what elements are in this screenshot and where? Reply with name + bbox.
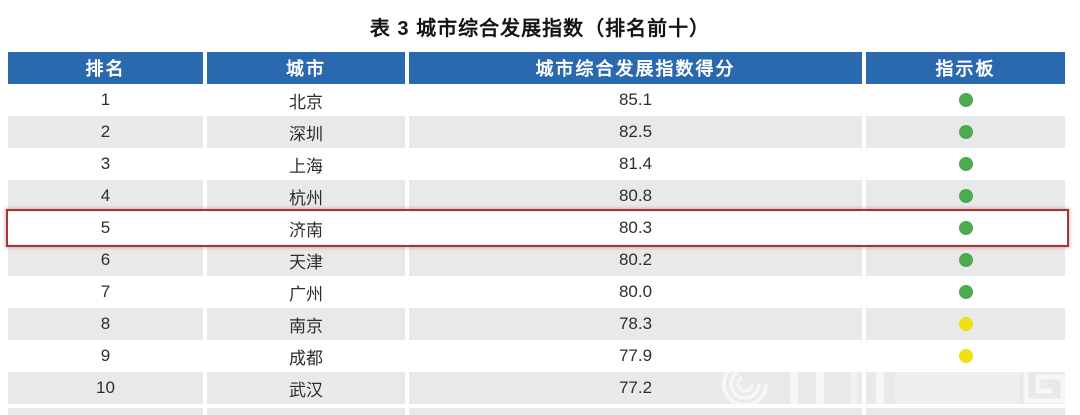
cell-score: 80.8 (409, 180, 862, 212)
green-dot-icon (958, 285, 973, 299)
green-dot-icon (958, 157, 973, 171)
cell-city: 杭州 (207, 180, 405, 212)
table-row: 8 南京 78.3 (8, 308, 1065, 340)
cell-city: 上海 (207, 148, 405, 180)
green-dot-icon (958, 125, 973, 139)
cell-score: 80.2 (409, 244, 862, 276)
cell-city: 深圳 (207, 116, 405, 148)
green-dot-icon (958, 221, 973, 235)
cell-city: 武汉 (207, 372, 405, 404)
cutoff-next-row (8, 408, 1065, 415)
table-row: 2 深圳 82.5 (8, 116, 1065, 148)
cell-score: 82.5 (409, 116, 862, 148)
cell-indicator (866, 340, 1065, 372)
cell-city: 南京 (207, 308, 405, 340)
cell-indicator (866, 84, 1065, 116)
cutoff-cell (409, 408, 862, 415)
yellow-dot-icon (958, 317, 973, 331)
cell-city: 济南 (207, 212, 405, 244)
yellow-dot-icon (958, 349, 973, 363)
cell-city: 北京 (207, 84, 405, 116)
table-row: 7 广州 80.0 (8, 276, 1065, 308)
header-score: 城市综合发展指数得分 (409, 52, 862, 84)
header-rank: 排名 (8, 52, 203, 84)
cell-city: 天津 (207, 244, 405, 276)
cell-city: 成都 (207, 340, 405, 372)
cell-rank: 1 (8, 84, 203, 116)
green-dot-icon (958, 93, 973, 107)
table-row: 6 天津 80.2 (8, 244, 1065, 276)
table-row: 10 武汉 77.2 (8, 372, 1065, 404)
table-row: 5 济南 80.3 (8, 212, 1065, 244)
green-dot-icon (958, 253, 973, 267)
cell-rank: 4 (8, 180, 203, 212)
cell-score: 78.3 (409, 308, 862, 340)
cell-rank: 10 (8, 372, 203, 404)
green-dot-icon (958, 189, 973, 203)
cell-rank: 6 (8, 244, 203, 276)
cell-indicator (866, 116, 1065, 148)
header-city: 城市 (207, 52, 405, 84)
cell-rank: 2 (8, 116, 203, 148)
table-body: 1 北京 85.1 2 深圳 82.5 3 上海 81.4 4 杭州 80.8 5 济南 80.3 6 天津 80… (8, 84, 1065, 404)
cell-score: 81.4 (409, 148, 862, 180)
cell-indicator (866, 148, 1065, 180)
cell-indicator (866, 212, 1065, 244)
cell-indicator (866, 372, 1065, 404)
cell-score: 80.3 (409, 212, 862, 244)
table-row: 4 杭州 80.8 (8, 180, 1065, 212)
cell-indicator (866, 308, 1065, 340)
cell-rank: 8 (8, 308, 203, 340)
table-header-row: 排名 城市 城市综合发展指数得分 指示板 (8, 52, 1065, 84)
cell-rank: 7 (8, 276, 203, 308)
cell-score: 80.0 (409, 276, 862, 308)
cell-indicator (866, 180, 1065, 212)
ranking-table: 排名 城市 城市综合发展指数得分 指示板 1 北京 85.1 2 深圳 82.5 3 上海 81… (6, 52, 1069, 415)
header-indicator: 指示板 (866, 52, 1065, 84)
cell-rank: 9 (8, 340, 203, 372)
cell-city: 广州 (207, 276, 405, 308)
cell-score: 77.2 (409, 372, 862, 404)
cutoff-cell (866, 408, 1065, 415)
cell-score: 85.1 (409, 84, 862, 116)
table-row: 1 北京 85.1 (8, 84, 1065, 116)
cell-indicator (866, 244, 1065, 276)
table-row: 9 成都 77.9 (8, 340, 1065, 372)
cell-rank: 5 (8, 212, 203, 244)
cell-indicator (866, 276, 1065, 308)
cell-rank: 3 (8, 148, 203, 180)
table-title: 表 3 城市综合发展指数（排名前十） (369, 18, 711, 40)
cutoff-cell (8, 408, 203, 415)
cell-score: 77.9 (409, 340, 862, 372)
table-row: 3 上海 81.4 (8, 148, 1065, 180)
cutoff-cell (207, 408, 405, 415)
